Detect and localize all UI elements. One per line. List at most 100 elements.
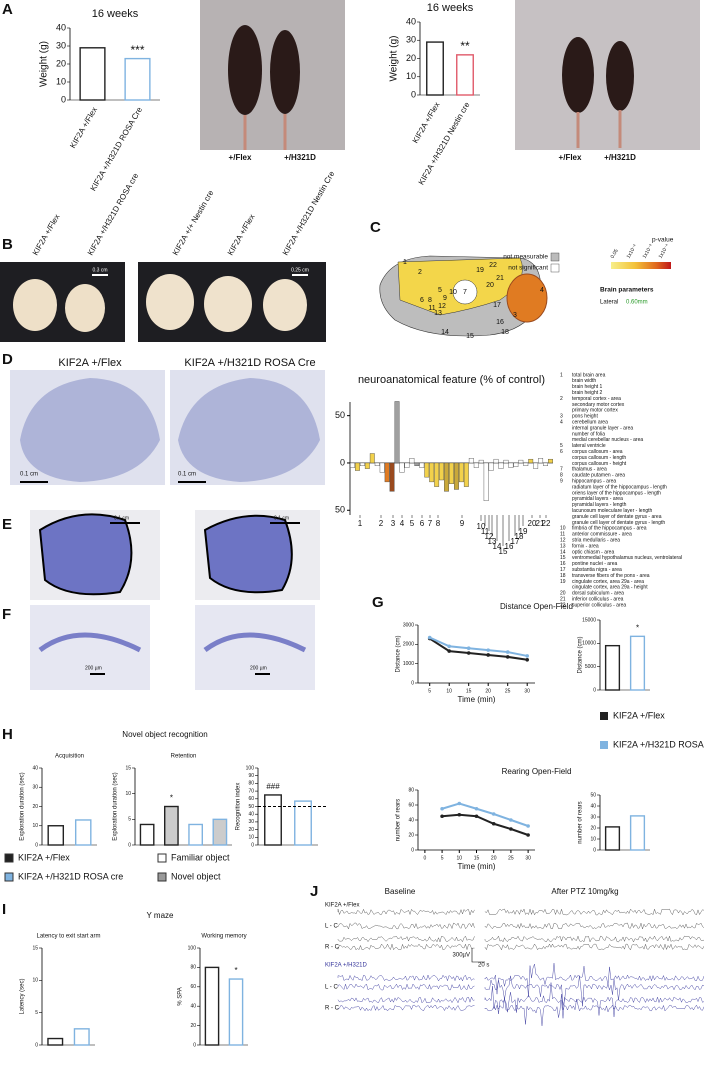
brain [146,274,194,330]
legend-label: KIF2A +/Flex [613,710,665,720]
mouse [562,37,594,113]
y-tick-label: 10 [32,823,38,829]
mouse [606,41,634,111]
group-label: 10 [477,522,486,531]
point [526,824,530,828]
bar [369,453,375,464]
param-item: granule cell layer of dentate gyrus - ar… [572,514,662,520]
y-tick-label: 30 [56,40,66,50]
legend-swatch [550,252,560,262]
chart-title: 16 weeks [92,8,139,20]
genotype-label: KIF2A +/Flex [31,213,62,257]
point [509,818,513,822]
scale-label: 0.1 cm [274,515,289,521]
group-label: 2 [379,519,384,528]
param-number: 13 [560,543,566,549]
group-label: 5 [410,519,415,528]
bar [629,815,646,851]
bar [518,459,524,464]
y-tick-label: 60 [408,802,414,808]
param-item: brain height 1 [572,384,603,390]
bar [379,462,385,473]
bar [404,462,410,468]
condition: After PTZ 10mg/kg [551,887,618,896]
bar [399,462,405,473]
series-line [429,637,528,661]
bar [47,825,65,846]
bar [548,458,553,464]
channel: L - C [325,924,338,930]
param-number: 12 [560,538,566,544]
point [505,655,510,659]
brain [65,284,105,332]
y-tick-label: 0 [340,457,345,467]
param-item: corpus callosum - length [572,455,626,461]
bar [419,462,425,468]
region-label: 22 [489,262,497,269]
channel: R - C [325,945,340,951]
region-label: 3 [513,312,517,319]
y-tick-label: 5000 [585,664,596,670]
region [452,279,478,305]
bar [354,462,360,471]
pvalue-tick: 1x10⁻³ [642,243,655,259]
legend-swatch [550,263,560,273]
legend-label: Novel object [171,871,221,881]
y-tick-label: 70 [248,788,254,794]
eeg-trace [484,922,704,930]
x-tick-label: 5 [428,688,431,694]
lateral: Lateral [600,300,618,306]
region-label: 5 [438,287,442,294]
point [525,658,529,662]
legend-swatch [157,853,167,863]
significance: ### [266,782,280,791]
y-tick-label: 30 [590,814,596,820]
x-tick-label: KIF2A +/Flex [68,106,99,150]
y-tick-label: 100 [246,765,255,771]
channel: R - C [325,1006,340,1012]
y-tick-label: 5 [128,817,131,823]
param-item: substantia nigra - area [572,567,622,573]
region-label: 21 [496,275,504,282]
brain [263,279,307,331]
eeg-trace [337,943,475,951]
param-item: cerebellum area [572,420,608,426]
param-item: cingulate cortex, area 29a - height [572,585,648,591]
bar [359,462,365,467]
photo-caption: +/Flex [559,153,582,162]
y-axis-label: Exploration duration (sec) [20,772,26,840]
param-number: 15 [560,555,566,561]
y-tick-label: 0 [193,1042,196,1048]
y-tick-label: 20 [406,53,416,63]
point [509,827,513,831]
group-label: 20 [528,519,537,528]
y-tick-label: 20 [408,832,414,838]
bar [478,459,484,464]
point [491,821,496,826]
x-tick-label: 15 [474,855,480,861]
panel-label: D [2,351,13,368]
param-item: inferior colliculus - area [572,597,624,603]
param-item: cingulate cortex, area 29a - area [572,579,644,585]
y-tick-label: 10 [32,978,38,984]
point [440,806,444,811]
y-tick-label: 10 [125,791,131,797]
y-tick-label: 40 [406,16,416,26]
point [440,814,444,819]
bar [604,826,621,851]
y-tick-label: 10 [56,76,66,86]
y-axis-label: Distance (cm) [578,636,584,673]
genotype: KIF2A +/Flex [325,903,360,909]
param-item: temporal cortex - area [572,396,621,402]
bar [458,462,464,483]
point [525,654,529,658]
genotype-label: KIF2A +/Flex [226,213,257,257]
bar [73,1028,90,1046]
group-label: 19 [519,527,528,536]
param-item: secondary motor cortex [572,402,625,408]
bar [513,462,519,467]
significance: * [170,794,173,803]
pvalue-tick: 0.05 [610,248,620,260]
param-number: 21 [560,597,566,603]
y-tick-label: 50 [335,505,345,515]
